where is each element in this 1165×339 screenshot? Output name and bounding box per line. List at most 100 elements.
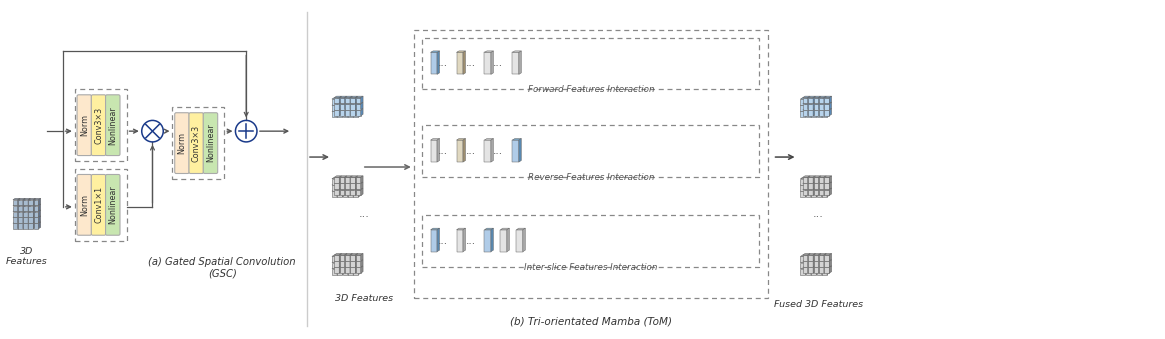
Polygon shape — [821, 183, 824, 191]
Polygon shape — [38, 216, 41, 223]
Polygon shape — [337, 177, 339, 184]
Polygon shape — [822, 269, 827, 275]
Polygon shape — [28, 204, 35, 206]
Polygon shape — [817, 256, 821, 262]
Polygon shape — [353, 255, 355, 262]
Polygon shape — [813, 255, 819, 261]
Polygon shape — [350, 266, 352, 273]
Polygon shape — [332, 267, 339, 269]
Polygon shape — [359, 110, 361, 117]
Polygon shape — [343, 255, 345, 262]
Polygon shape — [829, 182, 832, 189]
Polygon shape — [19, 217, 23, 223]
Polygon shape — [355, 260, 358, 267]
Polygon shape — [817, 98, 819, 105]
Polygon shape — [819, 108, 821, 116]
Polygon shape — [13, 198, 20, 200]
Polygon shape — [28, 210, 30, 217]
Polygon shape — [19, 200, 23, 205]
Polygon shape — [806, 99, 811, 105]
Polygon shape — [345, 255, 350, 261]
Text: (a) Gated Spatial Convolution
(GSC): (a) Gated Spatial Convolution (GSC) — [148, 257, 296, 278]
Polygon shape — [819, 255, 824, 261]
Polygon shape — [813, 182, 821, 183]
Polygon shape — [355, 108, 363, 110]
Polygon shape — [800, 269, 805, 275]
Polygon shape — [345, 98, 350, 103]
Polygon shape — [348, 98, 355, 99]
Polygon shape — [340, 102, 347, 104]
Polygon shape — [813, 177, 819, 183]
Polygon shape — [338, 112, 343, 117]
Polygon shape — [811, 112, 817, 117]
Text: Conv3×3: Conv3×3 — [94, 107, 103, 144]
Text: Norm: Norm — [79, 114, 89, 136]
Polygon shape — [23, 212, 28, 217]
Polygon shape — [343, 105, 347, 111]
Polygon shape — [28, 217, 34, 223]
Text: ...: ... — [466, 146, 475, 156]
Polygon shape — [34, 216, 35, 223]
Polygon shape — [332, 256, 337, 262]
Polygon shape — [38, 210, 41, 217]
Polygon shape — [827, 267, 829, 275]
Polygon shape — [345, 260, 347, 267]
Text: 3D Features: 3D Features — [334, 295, 393, 303]
Polygon shape — [811, 177, 819, 179]
Polygon shape — [819, 96, 826, 98]
Polygon shape — [351, 254, 358, 255]
Polygon shape — [822, 104, 829, 105]
Polygon shape — [821, 190, 824, 197]
Polygon shape — [23, 200, 28, 205]
Polygon shape — [13, 222, 20, 223]
Polygon shape — [337, 267, 339, 275]
Polygon shape — [817, 112, 821, 117]
Polygon shape — [347, 183, 349, 191]
Polygon shape — [822, 98, 829, 99]
Polygon shape — [825, 177, 829, 183]
Polygon shape — [825, 102, 832, 104]
Polygon shape — [822, 191, 827, 197]
Polygon shape — [353, 267, 355, 275]
Polygon shape — [809, 183, 813, 189]
Polygon shape — [347, 190, 349, 197]
Polygon shape — [355, 98, 361, 103]
Polygon shape — [805, 190, 807, 197]
Polygon shape — [34, 222, 41, 223]
Polygon shape — [824, 260, 826, 267]
Polygon shape — [807, 266, 810, 273]
Polygon shape — [829, 266, 832, 273]
Polygon shape — [345, 260, 352, 261]
Polygon shape — [332, 255, 339, 256]
Polygon shape — [516, 228, 525, 230]
Polygon shape — [340, 261, 345, 267]
Polygon shape — [339, 176, 341, 183]
Polygon shape — [355, 96, 358, 103]
Polygon shape — [813, 261, 819, 267]
Polygon shape — [822, 261, 829, 263]
Text: ...: ... — [438, 146, 447, 156]
Polygon shape — [345, 182, 352, 183]
Text: Norm: Norm — [177, 132, 186, 154]
Polygon shape — [824, 266, 826, 273]
Polygon shape — [347, 110, 349, 117]
Polygon shape — [337, 104, 339, 111]
Polygon shape — [13, 216, 20, 217]
Polygon shape — [811, 185, 817, 191]
Polygon shape — [355, 102, 363, 104]
Text: Nonlinear: Nonlinear — [108, 185, 118, 224]
Polygon shape — [817, 183, 824, 185]
Polygon shape — [348, 269, 353, 275]
Polygon shape — [827, 177, 829, 184]
Polygon shape — [523, 228, 525, 252]
Polygon shape — [819, 177, 824, 183]
Polygon shape — [347, 267, 349, 275]
Polygon shape — [19, 223, 23, 229]
Polygon shape — [819, 96, 821, 103]
Polygon shape — [827, 110, 829, 117]
Polygon shape — [28, 204, 30, 211]
Polygon shape — [343, 104, 350, 105]
Polygon shape — [490, 139, 494, 162]
Polygon shape — [34, 198, 41, 200]
Polygon shape — [355, 188, 358, 195]
